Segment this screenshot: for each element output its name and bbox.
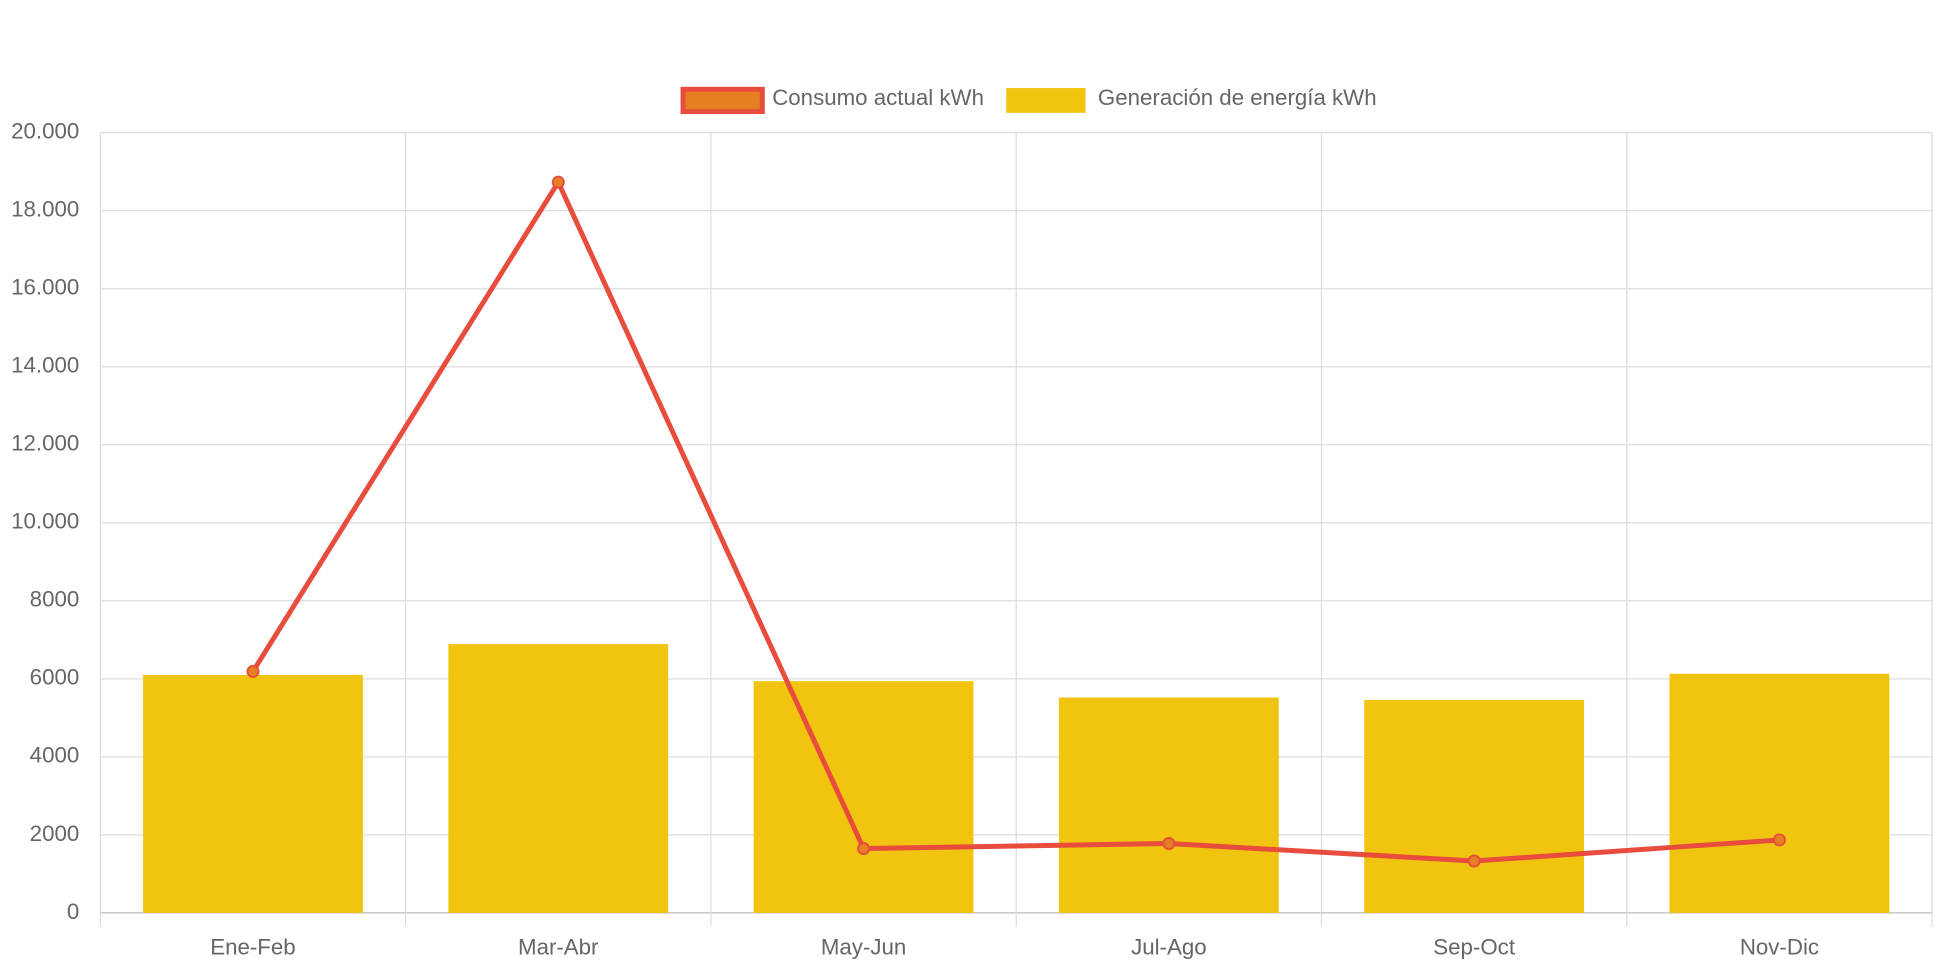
y-tick-label: 0: [67, 899, 79, 924]
x-tick-label: Mar-Abr: [518, 935, 599, 960]
y-tick-label: 16.000: [11, 275, 79, 300]
y-tick-label: 2000: [30, 821, 80, 846]
point: [246, 664, 260, 678]
y-tick-label: 18.000: [11, 197, 79, 222]
y-tick-label: 14.000: [11, 353, 79, 378]
bar: [448, 644, 669, 913]
point: [551, 175, 565, 189]
legend-label: Generación de energía kWh: [1098, 85, 1377, 110]
bar: [143, 674, 363, 913]
bar: [1669, 673, 1890, 913]
x-tick-label: Jul-Ago: [1131, 935, 1207, 960]
y-tick-label: 10.000: [11, 509, 79, 534]
line: [250, 176, 1780, 864]
bar: [1364, 699, 1585, 913]
legend-swatch: [1006, 88, 1086, 113]
x-tick-label: Ene-Feb: [210, 935, 295, 960]
y-tick-label: 4000: [30, 743, 80, 768]
point: [1162, 836, 1176, 850]
x-tick-label: Nov-Dic: [1740, 935, 1819, 960]
x-tick-label: May-Jun: [821, 935, 906, 960]
bar: [1058, 697, 1279, 913]
y-tick-label: 6000: [30, 665, 80, 690]
y-tick-label: 20.000: [11, 119, 79, 144]
legend-swatch: [680, 86, 765, 115]
point: [1772, 833, 1786, 847]
y-tick-label: 8000: [30, 587, 80, 612]
bar: [753, 681, 974, 913]
legend: Consumo actual kWh Generación de energía …: [680, 85, 1377, 115]
x-tick-label: Sep-Oct: [1433, 935, 1516, 960]
y-tick-label: 12.000: [11, 431, 79, 456]
point: [1467, 854, 1481, 868]
legend-label: Consumo actual kWh: [772, 85, 984, 110]
point: [857, 842, 871, 856]
